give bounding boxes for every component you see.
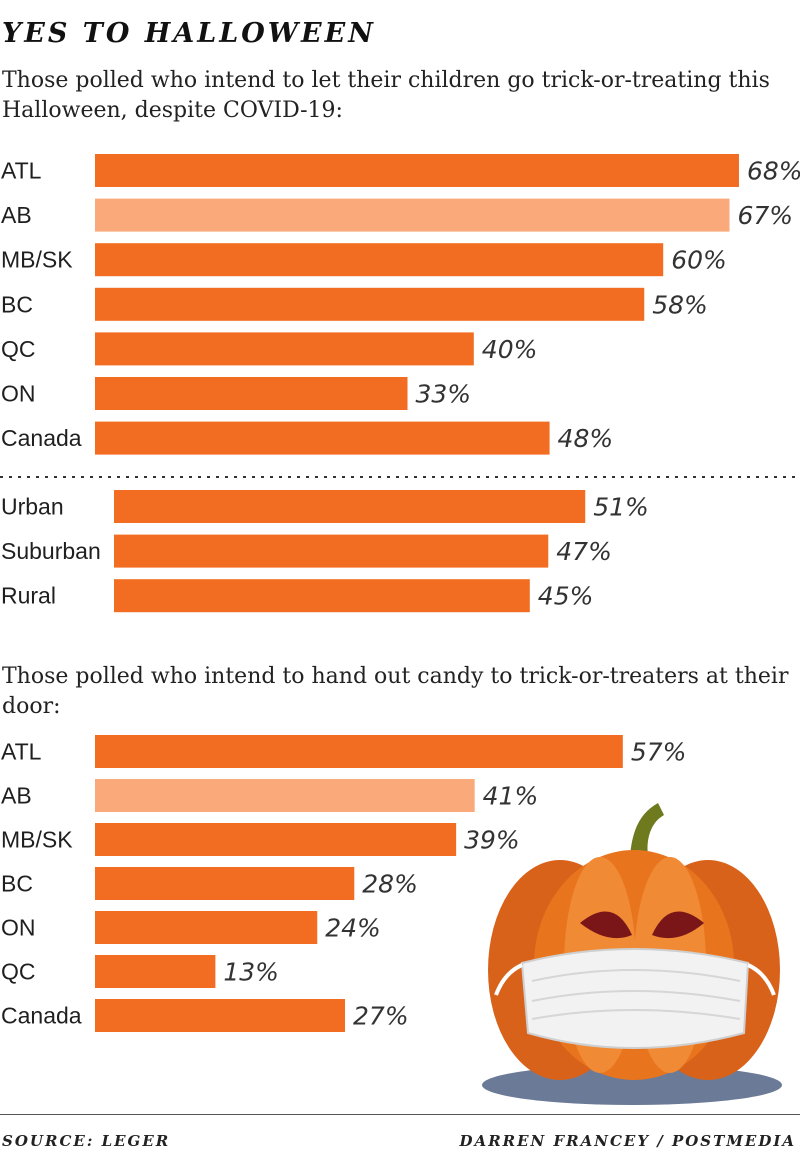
masked-pumpkin-icon xyxy=(482,803,782,1105)
value-label-mb-sk: 39% xyxy=(464,826,520,855)
value-label-rural: 45% xyxy=(538,582,594,611)
source-credit: SOURCE: LEGER xyxy=(2,1132,171,1150)
value-label-urban: 51% xyxy=(593,493,649,522)
bar-qc xyxy=(95,955,216,988)
bar-ab xyxy=(95,779,475,812)
category-label-on: ON xyxy=(1,381,36,407)
author-credit: DARREN FRANCEY / POSTMEDIA xyxy=(459,1132,796,1150)
value-label-canada: 48% xyxy=(558,424,614,453)
bar-mb-sk xyxy=(95,823,457,856)
bar-rural xyxy=(114,579,530,613)
category-label-qc: QC xyxy=(1,959,36,985)
bar-canada xyxy=(95,999,346,1032)
value-label-bc: 58% xyxy=(652,290,708,319)
value-label-ab: 67% xyxy=(737,201,793,230)
value-label-on: 24% xyxy=(325,914,381,943)
category-label-canada: Canada xyxy=(1,1003,82,1029)
category-label-bc: BC xyxy=(1,871,33,897)
value-label-canada: 27% xyxy=(353,1002,409,1031)
bar-bc xyxy=(95,867,355,900)
bar-mb-sk xyxy=(95,243,664,277)
bar-bc xyxy=(95,287,645,321)
category-label-mb-sk: MB/SK xyxy=(1,827,73,853)
category-label-atl: ATL xyxy=(1,158,42,184)
category-label-urban: Urban xyxy=(1,494,64,520)
category-label-on: ON xyxy=(1,915,36,941)
category-label-bc: BC xyxy=(1,291,33,317)
category-label-qc: QC xyxy=(1,336,36,362)
value-label-qc: 40% xyxy=(482,335,538,364)
bar-on xyxy=(95,911,318,944)
bar-canada xyxy=(95,421,550,455)
value-label-atl: 68% xyxy=(747,157,800,186)
category-label-atl: ATL xyxy=(1,739,42,765)
category-label-ab: AB xyxy=(1,783,32,809)
chart2-subtitle: Those polled who intend to hand out cand… xyxy=(2,664,789,719)
category-label-rural: Rural xyxy=(1,583,56,609)
chart1-subtitle: Those polled who intend to let their chi… xyxy=(2,68,770,123)
category-label-ab: AB xyxy=(1,202,32,228)
category-label-canada: Canada xyxy=(1,425,82,451)
value-label-atl: 57% xyxy=(631,738,687,767)
bar-qc xyxy=(95,332,474,366)
bar-atl xyxy=(95,735,623,768)
bar-ab xyxy=(95,198,730,232)
value-label-qc: 13% xyxy=(223,958,279,987)
bar-on xyxy=(95,377,408,410)
value-label-on: 33% xyxy=(416,380,472,409)
footer-rule xyxy=(0,1114,800,1115)
category-label-suburban: Suburban xyxy=(1,538,101,564)
chart-title: YES TO HALLOWEEN xyxy=(2,18,376,49)
value-label-ab: 41% xyxy=(483,782,539,811)
bar-atl xyxy=(95,154,739,187)
bar-urban xyxy=(114,490,586,523)
category-label-mb-sk: MB/SK xyxy=(1,247,73,273)
value-label-suburban: 47% xyxy=(556,537,612,566)
value-label-mb-sk: 60% xyxy=(671,246,727,275)
bar-suburban xyxy=(114,534,549,568)
value-label-bc: 28% xyxy=(362,870,418,899)
